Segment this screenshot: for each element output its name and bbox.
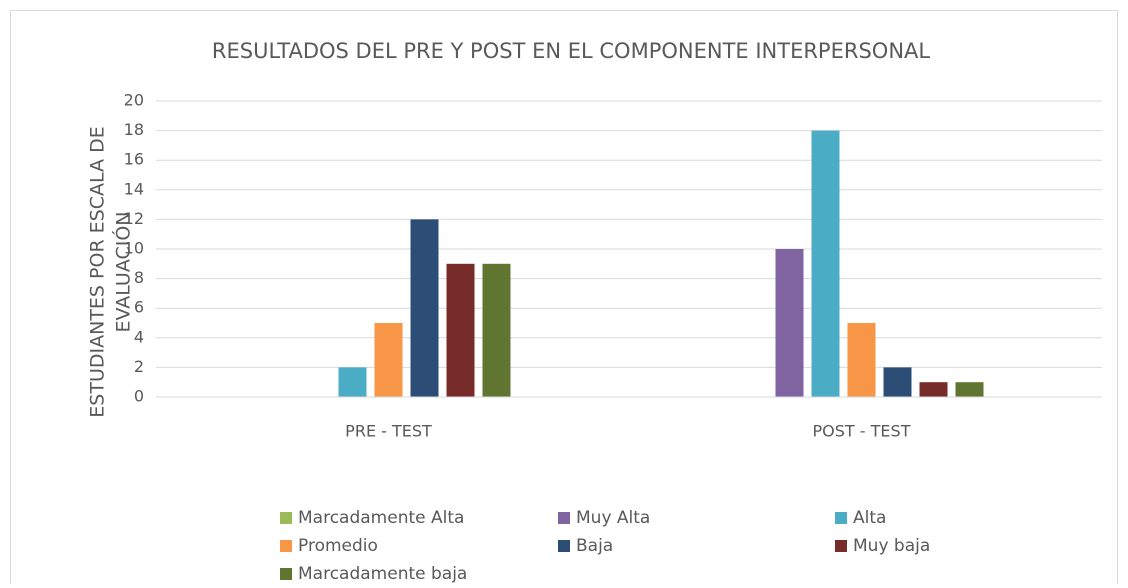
y-tick-label: 8 (134, 268, 144, 287)
bar (811, 130, 840, 397)
legend-label: Alta (853, 508, 886, 528)
legend-label: Marcadamente baja (298, 564, 467, 584)
bar (883, 367, 912, 397)
y-axis-title: ESTUDIANTES POR ESCALA DE (87, 126, 109, 417)
y-tick-label: 0 (134, 387, 144, 406)
y-tick-label: 6 (134, 298, 144, 317)
y-tick-label: 10 (124, 239, 144, 258)
bar (374, 323, 403, 397)
x-tick-label: PRE - TEST (345, 422, 432, 441)
legend-label: Muy Alta (576, 508, 650, 528)
legend-swatch (558, 512, 570, 524)
y-tick-label: 4 (134, 327, 144, 346)
legend-swatch (280, 512, 292, 524)
y-tick-label: 20 (124, 91, 144, 110)
x-tick-label: POST - TEST (813, 422, 911, 441)
legend-swatch (835, 512, 847, 524)
legend-swatch (280, 540, 292, 552)
y-tick-label: 12 (124, 209, 144, 228)
bar (775, 249, 804, 397)
bar (482, 263, 511, 397)
legend-label: Muy baja (853, 536, 930, 556)
legend-label: Promedio (298, 536, 378, 556)
legend-label: Marcadamente Alta (298, 508, 464, 528)
bar (410, 219, 439, 397)
bar (847, 323, 876, 397)
y-tick-label: 14 (124, 179, 144, 198)
chart-frame (10, 10, 1118, 588)
y-tick-label: 18 (124, 120, 144, 139)
chart-title: RESULTADOS DEL PRE Y POST EN EL COMPONEN… (212, 39, 930, 63)
y-tick-label: 2 (134, 357, 144, 376)
y-tick-label: 16 (124, 150, 144, 169)
legend-swatch (280, 568, 292, 580)
bar (919, 382, 948, 397)
legend-swatch (835, 540, 847, 552)
bar (446, 263, 475, 397)
legend-swatch (558, 540, 570, 552)
bar (338, 367, 367, 397)
y-axis-title: EVALUACIÓN (111, 211, 135, 332)
legend-label: Baja (576, 536, 613, 556)
bar (955, 382, 984, 397)
